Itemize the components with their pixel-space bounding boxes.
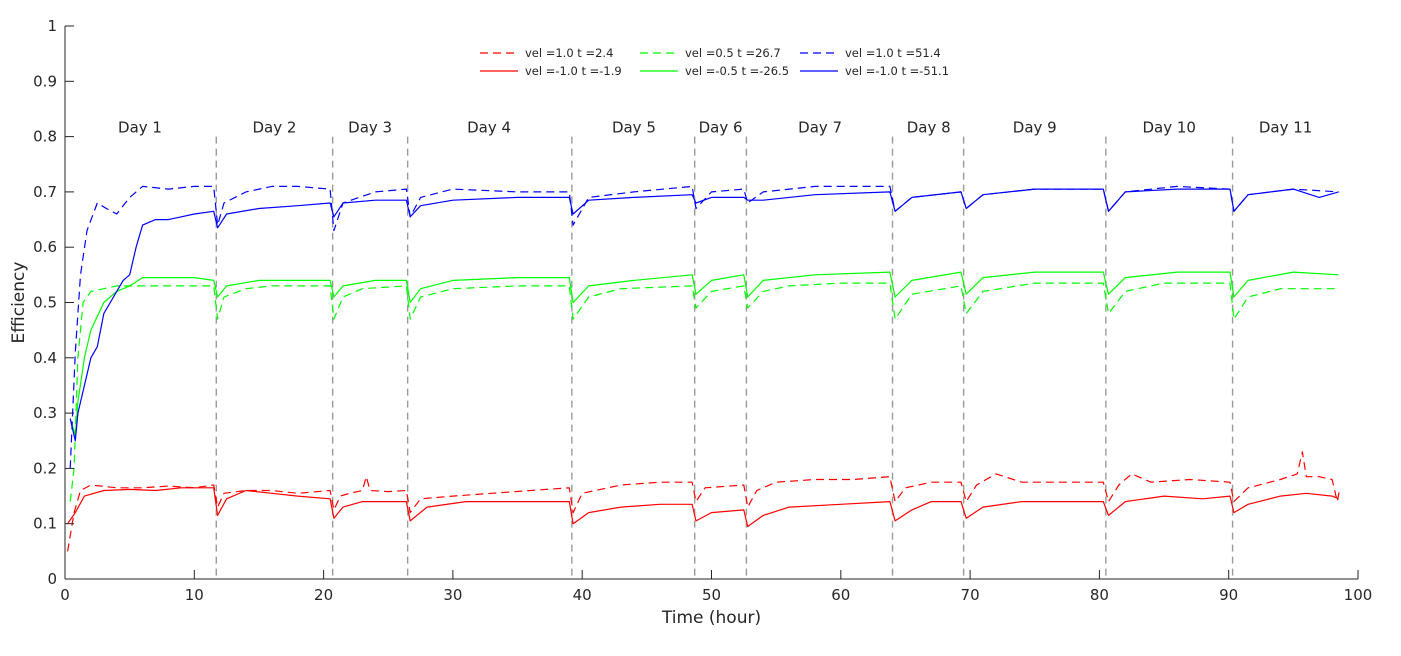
x-tick-label: 50 [702, 586, 721, 604]
x-tick-label: 10 [185, 586, 204, 604]
y-tick-label: 0.3 [33, 404, 57, 422]
day-label-2: Day 2 [252, 119, 296, 137]
axes: 0 10 20 30 40 50 60 70 80 90 100 0 0.1 0.2 0.3 0.4 0.5 0.… [33, 17, 1372, 604]
day-label-4: Day 4 [467, 119, 511, 137]
x-tick-label: 20 [314, 586, 333, 604]
legend-label-2: vel =-1.0 t =-1.9 [525, 64, 622, 78]
x-tick-label: 0 [60, 586, 70, 604]
y-tick-label: 0.1 [33, 515, 57, 533]
y-tick-label: 0.7 [33, 183, 57, 201]
legend-label-6: vel =-1.0 t =-51.1 [845, 64, 949, 78]
series-line-2 [67, 487, 1339, 528]
x-tick-label: 90 [1219, 586, 1238, 604]
day-label-9: Day 9 [1013, 119, 1057, 137]
legend-label-4: vel =-0.5 t =-26.5 [685, 64, 789, 78]
y-tick-label: 0.9 [33, 72, 57, 90]
day-label-6: Day 6 [699, 119, 743, 137]
series-line-4 [69, 271, 1339, 436]
y-tick-label: 0 [47, 570, 57, 588]
series-lines [67, 185, 1341, 552]
x-tick-label: 30 [443, 586, 462, 604]
legend: vel =1.0 t =2.4 vel =0.5 t =26.7 vel =1.0 … [480, 46, 949, 78]
y-axis-label: Efficiency [9, 262, 29, 344]
series-line-3 [69, 282, 1339, 502]
series-line-1 [67, 451, 1341, 552]
y-tick-label: 0.8 [33, 128, 57, 146]
y-tick-label: 0.2 [33, 459, 57, 477]
x-tick-label: 40 [573, 586, 592, 604]
y-tick-label: 0.6 [33, 238, 57, 256]
day-label-8: Day 8 [907, 119, 951, 137]
legend-label-5: vel =1.0 t =51.4 [845, 46, 941, 60]
y-tick-label: 0.5 [33, 294, 57, 312]
legend-label-1: vel =1.0 t =2.4 [525, 46, 613, 60]
day-label-1: Day 1 [118, 119, 162, 137]
y-tick-label: 1 [47, 17, 57, 35]
series-line-6 [69, 188, 1339, 442]
x-tick-label: 80 [1090, 586, 1109, 604]
y-tick-label: 0.4 [33, 349, 57, 367]
legend-label-3: vel =0.5 t =26.7 [685, 46, 781, 60]
day-label-5: Day 5 [612, 119, 656, 137]
x-axis-label: Time (hour) [661, 608, 761, 628]
x-tick-label: 60 [831, 586, 850, 604]
day-label-10: Day 10 [1142, 119, 1195, 137]
x-tick-label: 100 [1344, 586, 1373, 604]
x-tick-label: 70 [961, 586, 980, 604]
day-labels: Day 1 Day 2 Day 3 Day 4 Day 5 Day 6 Day 7 Day 8… [118, 119, 1312, 137]
day-label-7: Day 7 [798, 119, 842, 137]
day-label-11: Day 11 [1259, 119, 1312, 137]
day-label-3: Day 3 [348, 119, 392, 137]
